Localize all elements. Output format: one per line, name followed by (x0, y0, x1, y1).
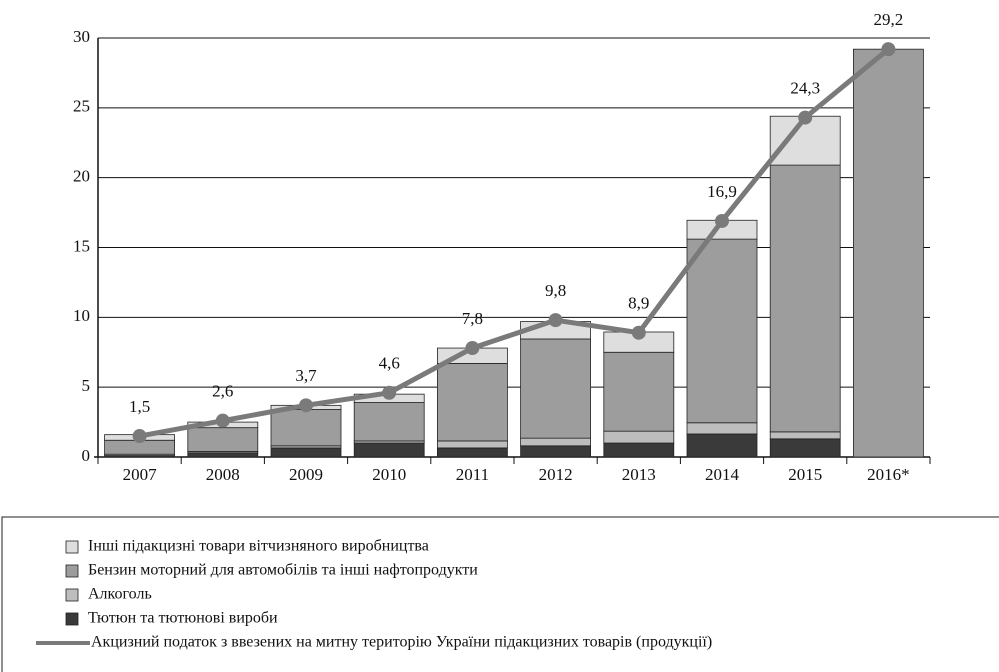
y-tick-label: 10 (73, 306, 90, 325)
line-point (465, 341, 480, 356)
line-point (715, 213, 729, 228)
bar-segment (353, 442, 425, 458)
legend-swatch (65, 588, 79, 602)
bar-segment (270, 409, 342, 447)
x-tick-label: 2015 (788, 465, 822, 484)
bar-segment (603, 351, 675, 432)
x-tick-label: 2014 (705, 465, 740, 484)
x-tick-label: 2007 (123, 465, 158, 484)
data-label: 24,3 (790, 79, 820, 98)
bar-segment (270, 447, 342, 458)
bar-segment (520, 437, 591, 447)
x-tick-label: 2008 (206, 465, 240, 484)
bar-segment (603, 430, 675, 444)
data-label: 29,2 (874, 10, 904, 29)
data-label: 3,7 (295, 366, 317, 385)
y-tick-label: 0 (82, 446, 91, 465)
line-point (798, 110, 813, 125)
line-point (215, 413, 230, 428)
legend-label: Алкоголь (88, 586, 152, 603)
data-label: 4,6 (379, 354, 400, 373)
y-tick-label: 5 (82, 376, 91, 395)
y-tick-label: 30 (73, 27, 90, 46)
line-point (631, 325, 646, 340)
bar-segment (520, 445, 591, 458)
y-tick-label: 20 (73, 167, 90, 186)
legend-box (1, 516, 999, 672)
y-tick-label: 15 (73, 236, 90, 255)
x-tick-label: 2010 (372, 465, 406, 484)
bar-segment (769, 164, 841, 433)
legend-swatch (65, 540, 79, 554)
legend-label: Інші підакцизні товари вітчизняного виро… (88, 538, 429, 555)
bar-segment (436, 363, 508, 442)
line-point (382, 385, 397, 400)
bar-segment (187, 452, 259, 458)
x-tick-label: 2013 (622, 465, 656, 484)
x-tick-label: 2016* (867, 465, 910, 484)
data-label: 7,8 (462, 309, 483, 328)
legend-label: Бензин моторний для автомобілів та інші … (88, 562, 478, 579)
line-point (132, 429, 147, 444)
y-tick-label: 25 (73, 97, 90, 116)
bar-segment (769, 431, 841, 440)
bar-segment (853, 48, 924, 458)
x-tick-label: 2011 (456, 465, 489, 484)
bar-segment (769, 438, 841, 458)
bar-segment (187, 427, 259, 452)
line-point (548, 313, 563, 328)
bar-segment (686, 433, 758, 458)
bar-segment (436, 447, 508, 458)
line-point (881, 42, 896, 57)
line-point (299, 398, 313, 413)
data-label: 16,9 (707, 182, 737, 201)
data-label: 8,9 (628, 294, 649, 313)
data-label: 1,5 (129, 397, 150, 416)
bar-segment (686, 238, 758, 424)
legend-swatch (65, 612, 79, 626)
bar-segment (603, 442, 675, 458)
bar-segment (436, 440, 508, 449)
bar-segment (520, 338, 591, 439)
x-tick-label: 2012 (539, 465, 573, 484)
line (139, 47, 890, 439)
legend-label: Акцизний податок з ввезених на митну тер… (91, 634, 712, 651)
bar-segment (686, 422, 758, 435)
legend-label: Тютюн та тютюнові вироби (88, 610, 278, 627)
data-label: 2,6 (212, 382, 233, 401)
bar-segment (353, 402, 425, 442)
legend-swatch (65, 564, 79, 578)
data-label: 9,8 (545, 281, 566, 300)
x-tick-label: 2009 (289, 465, 323, 484)
